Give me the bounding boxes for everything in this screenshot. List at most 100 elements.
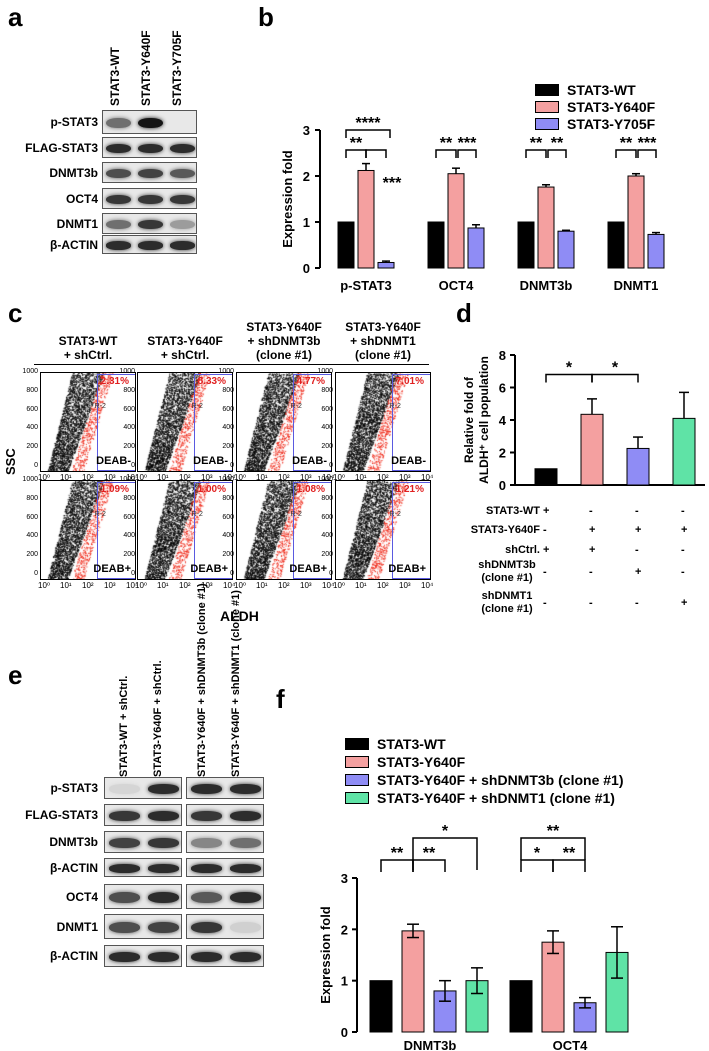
blot-strip	[104, 831, 182, 853]
blot-band	[229, 838, 262, 848]
blot-band	[108, 784, 141, 794]
blot-band	[169, 143, 195, 154]
flow-y-axis-label: SSC	[3, 448, 18, 475]
table-row-label: shDNMT1 (clone #1)	[452, 590, 562, 616]
y-tick-label: 0	[230, 462, 234, 469]
gate-percentage: 1.21%	[395, 484, 424, 495]
y-tick-label: 3	[341, 871, 348, 886]
y-tick-label: 0	[329, 462, 333, 469]
flow-plot: 1.00% R-2 DEAB+	[137, 480, 233, 580]
bar	[647, 233, 665, 269]
blot-row-label: FLAG-STAT3	[25, 808, 98, 822]
table-row-label-line: shCtrl.	[505, 544, 540, 556]
flow-title-line: (clone #1)	[354, 348, 411, 362]
y-tick-label: 200	[26, 551, 38, 559]
y-tick-label: 600	[123, 405, 135, 413]
gate-box	[193, 374, 232, 471]
blot-strip	[186, 945, 264, 967]
y-tick-label: 200	[123, 551, 135, 559]
significance-label: **	[350, 135, 363, 152]
y-tick-label: 2	[499, 446, 506, 461]
bar	[580, 413, 604, 486]
blot-strip	[102, 188, 197, 209]
blot-strip	[102, 235, 197, 254]
blot-strip	[186, 804, 264, 826]
bar	[369, 980, 393, 1033]
x-tick-label: DNMT1	[614, 278, 659, 293]
significance-bracket	[435, 149, 457, 158]
blot-band	[108, 864, 141, 873]
x-tick-label: 10⁰	[234, 581, 247, 590]
significance-label: **	[530, 135, 543, 152]
x-tick-label: 10¹	[60, 581, 72, 590]
y-tick-label: 0	[131, 462, 135, 469]
significance-label: ***	[638, 135, 657, 152]
blot-strip	[186, 884, 264, 909]
x-tick-label: 10⁰	[135, 473, 148, 482]
y-tick-label: 400	[123, 532, 135, 540]
bar	[534, 468, 558, 486]
blot-band	[169, 194, 195, 205]
significance-label: **	[563, 845, 576, 862]
blot-band	[137, 194, 164, 205]
y-tick-label: 200	[123, 443, 135, 451]
blot-strip	[102, 162, 197, 183]
gate-name: R-2	[389, 403, 401, 410]
table-mark: +	[635, 524, 642, 536]
blot-band	[147, 952, 180, 962]
blot-band	[108, 921, 141, 934]
y-tick-label: 1000	[22, 476, 38, 483]
y-tick-label: 6	[499, 381, 506, 396]
blot-strip	[104, 804, 182, 826]
blot-band	[190, 811, 223, 821]
legend-swatch	[345, 738, 369, 750]
blot-row-label: β-ACTIN	[50, 237, 98, 252]
table-mark: -	[681, 505, 685, 517]
table-mark: -	[543, 597, 547, 609]
blot-band	[190, 838, 223, 848]
x-tick-label: 10¹	[256, 473, 268, 482]
blot-strip	[104, 884, 182, 909]
blot-band	[108, 811, 141, 821]
y-tick-label: 400	[222, 532, 234, 540]
blot-band	[229, 784, 262, 794]
panel-b-bar-chart: 0 1 2 3 Expression fold p-STAT3 OCT4 DNMT3b DNMT…	[280, 115, 665, 293]
x-tick-label: 10²	[179, 581, 191, 590]
bar	[626, 447, 650, 486]
x-tick-label: 10²	[278, 581, 290, 590]
bar	[447, 173, 465, 269]
x-tick-label: 10⁴	[421, 473, 434, 482]
table-row-label-line: (clone #1)	[481, 572, 533, 584]
deab-tag: DEAB+	[289, 563, 327, 575]
deab-tag: DEAB-	[391, 455, 426, 467]
gate-box	[391, 374, 430, 471]
blot-band	[229, 811, 262, 821]
legend-item: STAT3-WT	[345, 736, 446, 752]
flow-scatter	[138, 373, 232, 471]
lane-label: STAT3-WT + shCtrl.	[118, 675, 130, 777]
gate-percentage: 1.08%	[296, 484, 325, 495]
panel-label-a: a	[8, 2, 23, 32]
y-tick-label: 600	[321, 513, 333, 521]
significance-label: *	[566, 360, 573, 377]
blot-strip	[186, 858, 264, 877]
legend-item: STAT3-Y640F + shDNMT3b (clone #1)	[345, 772, 623, 788]
y-tick-label: 1000	[317, 368, 333, 375]
y-tick-label: 0	[131, 570, 135, 577]
bar	[467, 227, 485, 269]
y-axis-label: Expression fold	[280, 150, 295, 248]
y-tick-label: 1000	[317, 476, 333, 483]
blot-band	[106, 117, 132, 129]
legend-label: STAT3-Y705F	[567, 116, 656, 132]
deab-tag: DEAB+	[93, 563, 131, 575]
blot-band	[106, 143, 132, 154]
significance-label: **	[547, 823, 560, 840]
table-row-label-line: STAT3-Y640F	[470, 524, 540, 536]
table-mark: -	[543, 566, 547, 578]
y-tick-label: 0	[230, 570, 234, 577]
y-tick-label: 0	[34, 570, 38, 577]
y-tick-label: 800	[222, 386, 234, 394]
blot-band	[106, 168, 132, 179]
blot-row-label: DNMT1	[56, 216, 98, 231]
y-tick-label: 800	[123, 494, 135, 502]
